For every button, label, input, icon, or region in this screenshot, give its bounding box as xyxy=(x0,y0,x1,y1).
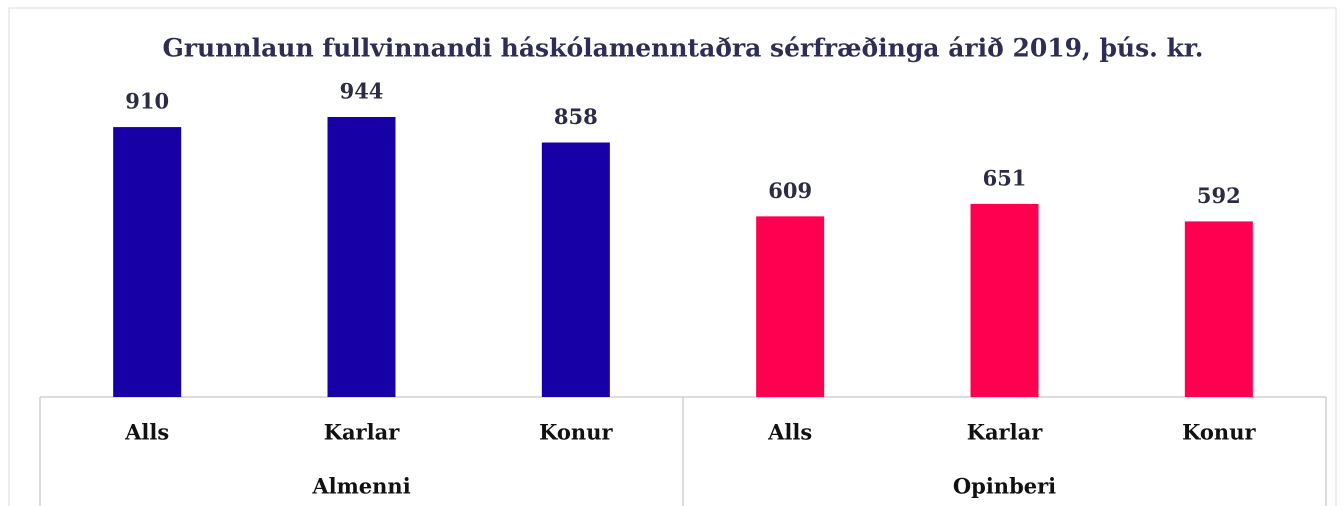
x-tick-label: Karlar xyxy=(324,420,401,445)
x-tick-label: Konur xyxy=(1182,420,1256,445)
chart-title: Grunnlaun fullvinnandi háskólamenntaðra … xyxy=(163,34,1204,63)
value-label: 592 xyxy=(1197,183,1241,208)
bar xyxy=(1184,221,1253,397)
group-label: Opinberi xyxy=(953,474,1056,499)
value-label: 858 xyxy=(554,104,598,129)
x-tick-label: Karlar xyxy=(967,420,1044,445)
x-tick-label: Alls xyxy=(767,420,812,445)
group-label: Almenni xyxy=(311,474,410,499)
value-label: 609 xyxy=(768,178,812,203)
value-label: 651 xyxy=(983,165,1027,190)
bar xyxy=(541,142,610,397)
bar xyxy=(756,216,825,397)
bar xyxy=(327,117,396,397)
bar xyxy=(113,127,182,397)
value-label: 910 xyxy=(125,89,169,114)
frame xyxy=(8,7,1337,506)
x-tick-label: Alls xyxy=(124,420,169,445)
bar xyxy=(970,203,1039,397)
x-tick-label: Konur xyxy=(539,420,613,445)
value-label: 944 xyxy=(340,79,384,104)
